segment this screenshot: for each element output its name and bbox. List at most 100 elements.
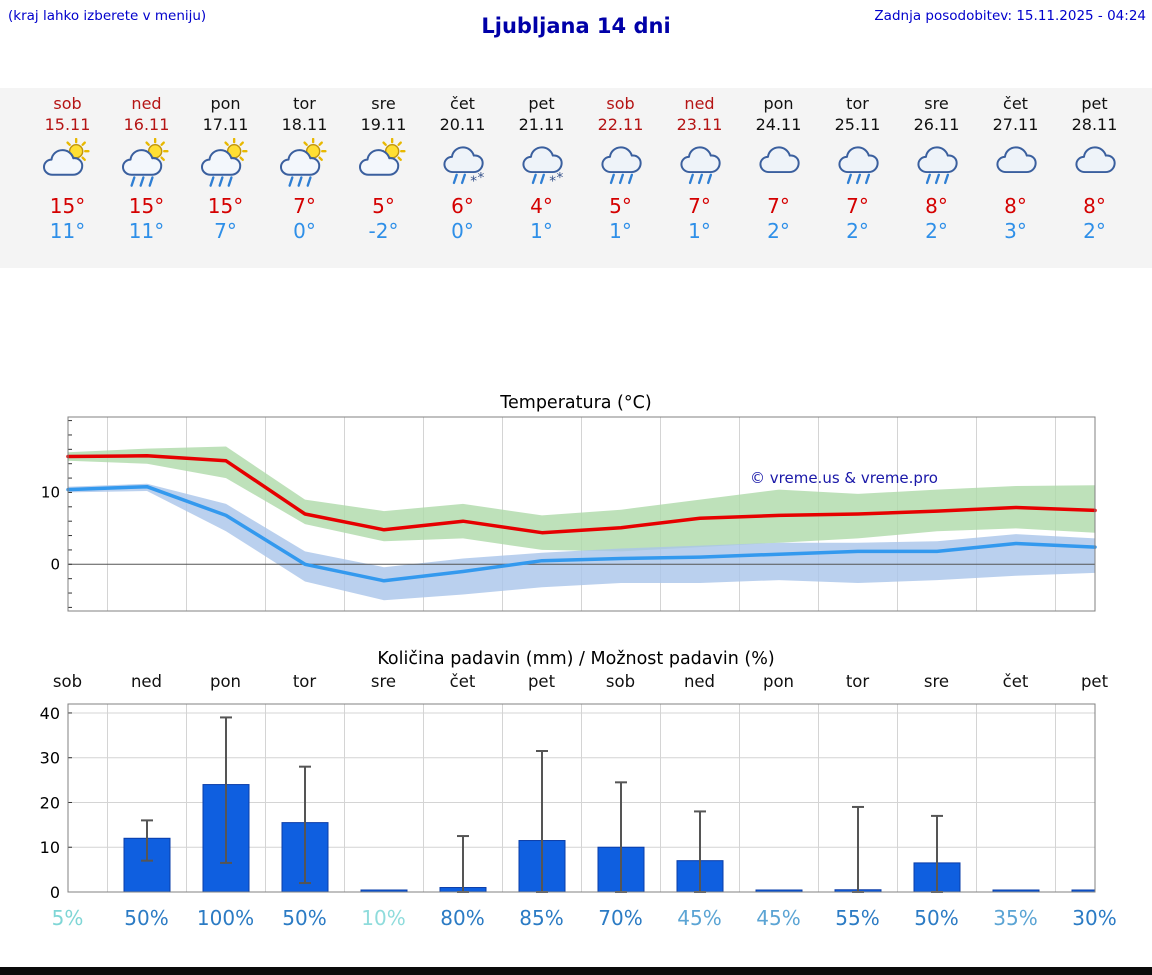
day-date-label: 22.11 <box>597 115 644 134</box>
sun-cloud-rain-icon <box>265 137 344 192</box>
precip-day-label: čet <box>449 672 476 691</box>
svg-text:10: 10 <box>40 838 60 857</box>
day-date-label: 27.11 <box>992 115 1039 134</box>
precipitation-day-labels: sob ned pon tor sre čet pet sob ned pon tor sre čet p… <box>0 672 1152 698</box>
forecast-day: čet 20.11 * * 6° 0° <box>423 93 502 244</box>
forecast-day: tor 18.11 7° 0° <box>265 93 344 244</box>
low-temp-label: 1° <box>688 219 711 243</box>
page-header: (kraj lahko izberete v meniju) Ljubljana… <box>0 0 1152 88</box>
day-date-label: 23.11 <box>676 115 723 134</box>
high-temp-label: 15° <box>49 194 86 218</box>
bottom-bar <box>0 967 1152 975</box>
svg-text:30: 30 <box>40 749 60 768</box>
svg-text:20: 20 <box>40 793 60 812</box>
temperature-chart-section: Temperatura (°C) 0 10 © vreme.us & vreme.p… <box>0 392 1152 614</box>
precip-day-label: pon <box>209 672 242 691</box>
high-temp-label: 8° <box>1083 194 1106 218</box>
day-name-label: pon <box>210 94 241 113</box>
precip-probability-label: 50% <box>914 906 959 930</box>
max-temp-line <box>66 454 1097 535</box>
forecast-days-row: sob 15.11 15° 11° ned 16.11 15° 11° pon 17.11 15° 7… <box>0 88 1152 244</box>
day-name-label: pon <box>763 94 794 113</box>
low-temp-label: 0° <box>451 219 474 243</box>
cloud-rain-icon <box>581 138 660 192</box>
forecast-day: sre 19.11 5° -2° <box>344 93 423 244</box>
svg-text:0: 0 <box>50 555 60 573</box>
day-name-label: ned <box>131 94 162 113</box>
precip-probability-label: 85% <box>519 906 564 930</box>
spacer <box>0 614 1152 648</box>
day-name-label: sre <box>924 94 949 113</box>
day-date-label: 28.11 <box>1071 115 1118 134</box>
spacer <box>0 268 1152 392</box>
precip-probability-label: 35% <box>993 906 1038 930</box>
precip-probability-label: 45% <box>677 906 722 930</box>
low-temp-label: 7° <box>214 219 237 243</box>
min-temp-line <box>66 484 1097 583</box>
page-title: Ljubljana 14 dni <box>481 14 671 38</box>
day-date-label: 20.11 <box>439 115 486 134</box>
low-temp-label: 11° <box>49 219 86 243</box>
day-date-label: 24.11 <box>755 115 802 134</box>
sun-cloud-icon <box>344 137 423 192</box>
low-temp-label: 3° <box>1004 219 1027 243</box>
forecast-strip: sob 15.11 15° 11° ned 16.11 15° 11° pon 17.11 15° 7… <box>0 88 1152 268</box>
precipitation-probability-row: 5% 50% 100% 50% 10% 80% 85% 70% 45% 45% 55% 50% 35% 3… <box>0 906 1152 930</box>
forecast-day: sob 22.11 5° 1° <box>581 93 660 244</box>
sun-cloud-rain-icon <box>186 137 265 192</box>
low-temp-label: 2° <box>925 219 948 243</box>
precip-probability-label: 45% <box>756 906 801 930</box>
sun-cloud-rain-icon <box>107 137 186 192</box>
day-date-label: 15.11 <box>44 115 91 134</box>
day-date-label: 19.11 <box>360 115 407 134</box>
day-name-label: ned <box>684 94 715 113</box>
svg-text:40: 40 <box>40 704 60 723</box>
precip-probability-label: 80% <box>440 906 485 930</box>
low-temp-label: 11° <box>128 219 165 243</box>
day-date-label: 17.11 <box>202 115 249 134</box>
high-temp-label: 8° <box>1004 194 1027 218</box>
day-name-label: čet <box>1003 94 1028 113</box>
temp-max-range-band <box>68 446 1095 552</box>
day-date-label: 16.11 <box>123 115 170 134</box>
precip-day-label: ned <box>130 672 163 691</box>
cloud-icon <box>976 138 1055 192</box>
low-temp-label: 1° <box>530 219 553 243</box>
svg-text:*: * <box>549 174 556 188</box>
forecast-day: pet 28.11 8° 2° <box>1055 93 1134 244</box>
temperature-chart-title: Temperatura (°C) <box>500 393 652 413</box>
cloud-sleet-icon: * * <box>423 138 502 192</box>
high-temp-label: 7° <box>846 194 869 218</box>
sun-cloud-icon <box>28 137 107 192</box>
forecast-day: ned 16.11 15° 11° <box>107 93 186 244</box>
day-name-label: čet <box>450 94 475 113</box>
cloud-rain-icon <box>818 138 897 192</box>
precip-probability-label: 50% <box>124 906 169 930</box>
temperature-chart: 0 10 © vreme.us & vreme.pro <box>41 416 1097 612</box>
forecast-day: čet 27.11 8° 3° <box>976 93 1055 244</box>
precip-day-label: sre <box>370 672 397 691</box>
precip-day-label: čet <box>1002 672 1029 691</box>
low-temp-label: 2° <box>1083 219 1106 243</box>
high-temp-label: 15° <box>207 194 244 218</box>
cloud-sleet-icon: * * <box>502 138 581 192</box>
menu-hint: (kraj lahko izberete v meniju) <box>8 8 207 24</box>
last-update-label: Zadnja posodobitev: 15.11.2025 - 04:24 <box>874 8 1146 24</box>
low-temp-label: -2° <box>368 219 399 243</box>
svg-text:*: * <box>470 174 477 188</box>
svg-text:0: 0 <box>50 883 60 898</box>
low-temp-label: 1° <box>609 219 632 243</box>
precip-day-label: pet <box>527 672 556 691</box>
forecast-day: pon 24.11 7° 2° <box>739 93 818 244</box>
precip-day-label: tor <box>845 672 870 691</box>
day-name-label: sob <box>53 94 82 113</box>
day-date-label: 25.11 <box>834 115 881 134</box>
precip-day-label: sob <box>52 672 83 691</box>
precip-day-label: pet <box>1080 672 1109 691</box>
day-name-label: tor <box>293 94 316 113</box>
high-temp-label: 7° <box>688 194 711 218</box>
high-temp-label: 6° <box>451 194 474 218</box>
precipitation-chart: 0 10 20 30 40 <box>40 703 1096 898</box>
watermark: © vreme.us & vreme.pro <box>750 469 938 487</box>
high-temp-label: 5° <box>372 194 395 218</box>
